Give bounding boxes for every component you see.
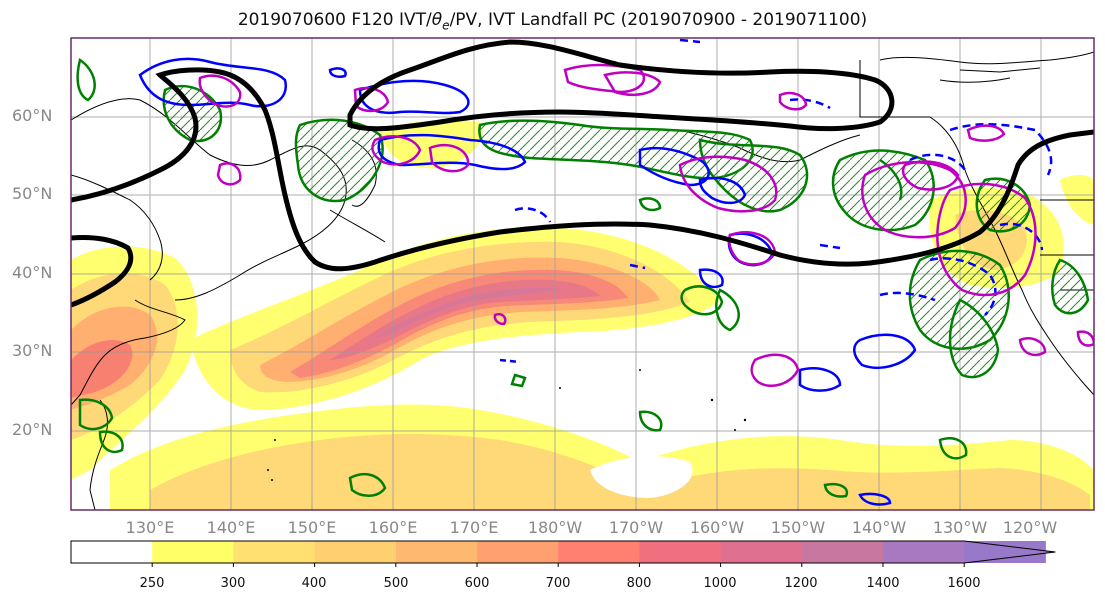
- colorbar-tick-label: 1600: [947, 576, 981, 591]
- colorbar-segment: [233, 541, 316, 563]
- lon-label-150e: 150°E: [287, 518, 337, 537]
- lat-label-30n: 30°N: [12, 341, 53, 360]
- lon-label-180w: 180°W: [527, 518, 583, 537]
- lon-label-150w: 150°W: [770, 518, 826, 537]
- colorbar-tick-label: 300: [220, 576, 246, 591]
- lon-label-120w: 120°W: [1002, 518, 1058, 537]
- colorbar-tick-label: 600: [464, 576, 490, 591]
- lat-label-20n: 20°N: [12, 420, 53, 439]
- lon-label-130w: 130°W: [932, 518, 988, 537]
- map-frame: [70, 37, 1095, 511]
- colorbar-tick-label: 250: [139, 576, 165, 591]
- colorbar-segment: [801, 541, 884, 563]
- map-panel: [71, 38, 1094, 510]
- colorbar-extension: [964, 541, 1056, 563]
- lat-label-50n: 50°N: [12, 184, 53, 203]
- colorbar-segment: [314, 541, 397, 563]
- colorbar-segment: [720, 541, 803, 563]
- lon-label-130e: 130°E: [125, 518, 175, 537]
- colorbar-segment: [883, 541, 965, 563]
- colorbar-tick-label: 700: [545, 576, 571, 591]
- colorbar-segment: [71, 541, 153, 563]
- lon-label-170e: 170°E: [449, 518, 499, 537]
- colorbar-tick-label: 500: [383, 576, 409, 591]
- lon-label-160w: 160°W: [689, 518, 745, 537]
- lat-label-40n: 40°N: [12, 263, 53, 282]
- colorbar-segment: [152, 541, 234, 563]
- ivt-shading: [71, 120, 1094, 510]
- colorbar-tick-label: 400: [301, 576, 327, 591]
- ivt-colorbar: [70, 540, 1056, 567]
- islands: [267, 369, 747, 481]
- colorbar-outline: [70, 540, 1056, 564]
- lon-label-170w: 170°W: [608, 518, 664, 537]
- colorbar-tick-label: 1000: [703, 576, 737, 591]
- lon-label-140e: 140°E: [206, 518, 256, 537]
- colorbar-segment: [395, 541, 478, 563]
- colorbar-segment: [639, 541, 722, 563]
- colorbar-segment: [477, 541, 559, 563]
- lat-label-60n: 60°N: [12, 106, 53, 125]
- colorbar-tick-label: 1400: [866, 576, 900, 591]
- pv-contours: [71, 39, 1094, 308]
- theta-e-magenta-contours: [198, 63, 1094, 387]
- lon-label-160e: 160°E: [368, 518, 418, 537]
- colorbar-tick-label: 1200: [784, 576, 818, 591]
- lon-label-140w: 140°W: [851, 518, 907, 537]
- colorbar-tick-label: 800: [626, 576, 652, 591]
- colorbar-segment: [558, 541, 640, 563]
- map-title: 2019070600 F120 IVT/θe/PV, IVT Landfall …: [237, 10, 868, 33]
